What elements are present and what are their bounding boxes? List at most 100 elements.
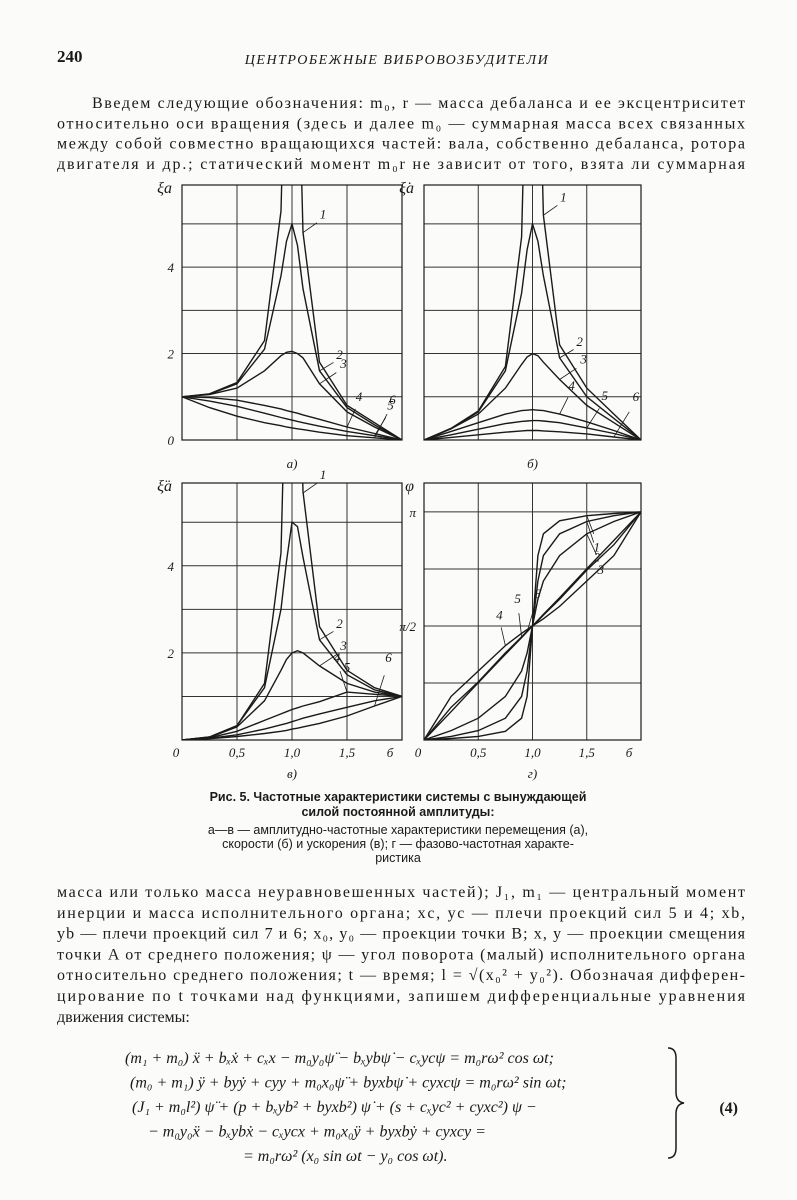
leader-line [526,607,535,632]
curve [424,429,641,440]
x-tick-label: 1,5 [579,745,596,760]
equation-brace [667,1047,685,1159]
leader-line [319,372,337,385]
plot-frame [423,184,642,441]
y-tick-label: 4 [168,559,175,574]
text-line: yb — плечи проекций сил 7 и 6; x₀, y₀ — … [57,926,746,943]
leader-line [374,413,388,439]
curve [182,221,402,440]
equation-line: (m₀ + m₁) ÿ + byẏ + cyy + m₀x₀ψ̈ + byxbψ… [130,1075,566,1092]
chart: π/2 π 0 0,5 1,0 1,5 б φ г) 123 45 6 [399,478,642,781]
curve [182,520,402,740]
x-axis-label: б [387,745,394,760]
curve [424,408,641,440]
series-label: 1 [320,467,327,482]
series-label: 1 [320,207,327,222]
plot-frame [181,184,403,441]
series-label: 5 [602,388,609,403]
y-axis-label: ξ̈a [157,478,172,495]
leader-line [302,222,318,233]
leader-line [374,675,385,707]
leader-line [500,627,506,646]
text-line: Введем следующие обозначения: m₀, r — ма… [92,95,745,112]
series-label: 2 [336,616,343,631]
curve [182,695,402,740]
equation-line: − m₀y₀ẍ − bₓybẋ − cₓycx + m₀x₀ÿ + byxbẏ … [148,1124,486,1141]
y-tick-label: π/2 [399,619,416,634]
series-label: 4 [356,389,363,404]
curve [424,511,641,740]
text-line: точки A от среднего положения; ψ — угол … [57,946,745,963]
caption-title: Рис. 5. Частотные характеристики системы… [210,790,587,804]
series-label: 4 [568,378,575,393]
leader-line [586,408,600,429]
plot-frame [423,482,642,741]
series-label: 5 [514,591,521,606]
leader-line [586,533,597,555]
curve [182,396,402,440]
series-label: 2 [594,549,601,564]
panel-label: б) [527,456,538,471]
series-label: 1 [560,189,567,204]
leader-line [319,654,337,667]
page-number: 240 [57,47,83,66]
leader-line [339,670,348,693]
leader-line [518,613,523,637]
text-line: между собой совместно вращающихся частей… [57,136,745,153]
x-tick-label: 0,5 [229,745,246,760]
x-tick-label: 0 [415,745,422,760]
plot-frame [181,482,403,741]
series-label: 5 [387,398,394,413]
y-axis-label: φ [405,478,414,495]
series-label: 6 [385,650,392,665]
equation-line: (m₁ + m₀) ẍ + bₓẋ + cₓx − m₀y₀ψ̈ − bₓybψ… [125,1050,554,1067]
panel-label: а) [287,456,298,471]
series-label: 3 [339,356,347,371]
panel-label: г) [528,766,537,781]
x-tick-label: 0 [173,745,180,760]
caption-text: скорости (б) и ускорения (в); г — фазово… [222,837,574,851]
series-label: 6 [534,586,541,601]
text-line: двигателя и др.; статический момент m₀r … [57,156,746,173]
leader-line [613,411,630,438]
curve [424,352,641,440]
y-tick-label: 2 [168,646,175,661]
leader-line [543,205,558,216]
panel-label: в) [287,766,297,781]
series-label: 3 [597,562,605,577]
y-tick-label: 0 [168,433,175,448]
series-label: 2 [576,334,583,349]
caption-title: силой постоянной амплитуды: [301,805,494,819]
series-label: 4 [334,650,341,665]
series-label: 6 [389,392,396,407]
series-label: 4 [496,608,503,623]
y-tick-label: π [409,505,416,520]
x-tick-label: 1,0 [524,745,541,760]
series-label: 6 [633,389,640,404]
y-tick-label: 4 [168,260,175,275]
equation-line: = m₀rω² (x₀ sin ωt − y₀ cos ωt). [243,1148,448,1165]
equation-line: (J₁ + m₀l²) ψ̈ + (p + bₓyb² + byxb²) ψ̇ … [132,1099,537,1116]
text-line: относительно среднего положения; t — вре… [57,967,745,984]
text-line: масса или только масса неуравновешенных … [57,884,745,901]
series-label: 1 [594,540,601,555]
x-tick-label: 1,0 [284,745,301,760]
leader-line [319,631,334,641]
leader-line [559,367,577,380]
y-axis-label: ξa [157,180,172,197]
y-tick-label: 2 [168,347,175,362]
text-line: движения системы: [57,1009,190,1026]
x-tick-label: 1,5 [339,745,356,760]
equation-number: (4) [719,1100,738,1117]
series-label: 3 [579,351,587,366]
series-label: 5 [344,659,351,674]
leader-line [319,362,334,372]
y-axis-label: ξ̇a [399,180,414,197]
caption-text: ристика [375,851,421,865]
curve [424,221,641,440]
text-line: относительно оси вращения (здесь и далее… [57,115,745,132]
running-title: ЦЕНТРОБЕЖНЫЕ ВИБРОВОЗБУДИТЕЛИ [244,53,549,68]
leader-line [559,397,569,415]
caption-text: а—в — амплитудно-частотные характеристик… [208,823,588,837]
